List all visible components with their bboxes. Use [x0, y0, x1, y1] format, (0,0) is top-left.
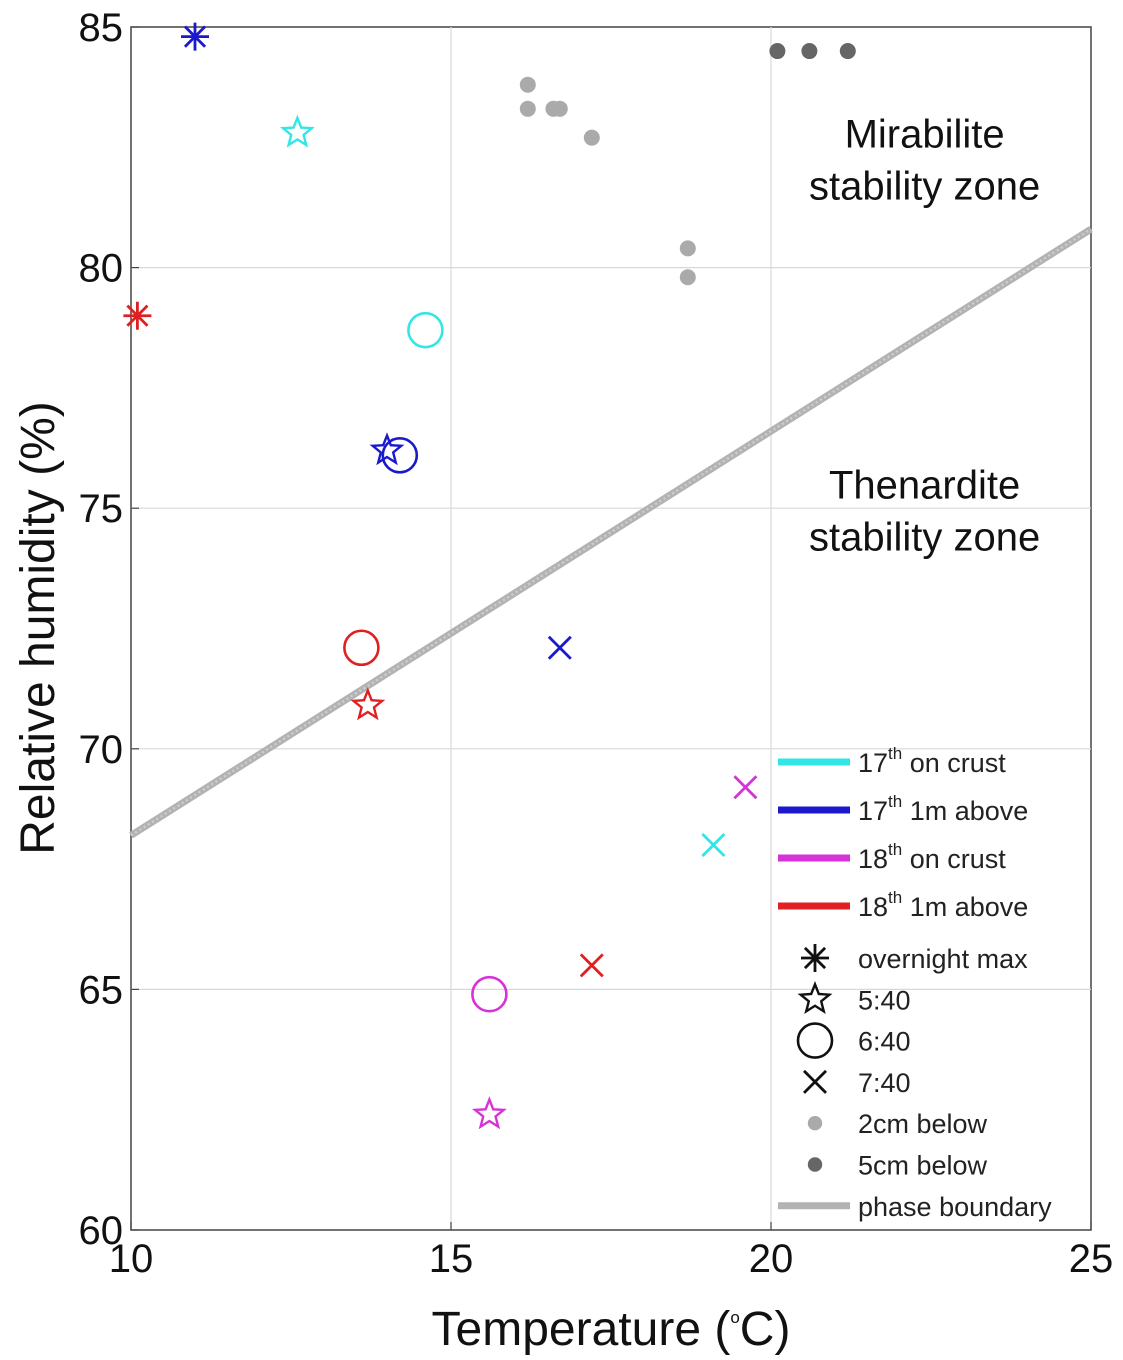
data-point-x [701, 833, 726, 858]
zone-annotation-line: Thenardite [829, 464, 1020, 508]
data-point-asterisk [181, 22, 209, 51]
data-point-circle [471, 975, 508, 1013]
grid-lines [130, 26, 1092, 1231]
data-point-dot [551, 100, 568, 117]
legend-rest: 1m above [902, 796, 1028, 826]
phase-boundary-layer [129, 226, 1093, 839]
legend-day: 18 [858, 892, 888, 922]
zone-annotation-line: Mirabilite [845, 112, 1005, 156]
data-point-star [471, 1096, 507, 1130]
data-point-dot [801, 43, 818, 60]
legend-label: 6:40 [858, 1027, 911, 1057]
legend-rest: on crust [902, 844, 1006, 874]
x-tick-label: 15 [429, 1237, 474, 1281]
legend-day: 17 [858, 748, 888, 778]
data-point-star [279, 114, 315, 148]
zone-annotation-line: stability zone [809, 164, 1040, 208]
legend-rest: on crust [902, 748, 1006, 778]
data-point-x [733, 775, 758, 800]
legend-day: 17 [858, 796, 888, 826]
legend-label: 17th 1m above [858, 792, 1028, 826]
legend-day: 18 [858, 844, 888, 874]
data-point-dot [519, 100, 536, 117]
data-point-circle [407, 311, 444, 349]
legend-label: 17th on crust [858, 744, 1006, 778]
legend-suffix: th [888, 744, 902, 763]
data-point-dot [679, 240, 696, 257]
legend-suffix: th [888, 888, 902, 907]
plot-area [130, 26, 1092, 1231]
y-tick-label: 65 [79, 968, 124, 1012]
zone-annotations: Mirabilite stability zone Thenardite stabil… [809, 112, 1040, 559]
legend-label: 18th 1m above [858, 888, 1028, 922]
data-point-circle [343, 629, 380, 667]
x-tick-label: 10 [109, 1237, 154, 1281]
x-axis-title: Temperature (oC) [432, 1303, 791, 1356]
legend-label: 5:40 [858, 985, 911, 1015]
y-tick-label: 80 [79, 247, 124, 291]
legend-suffix: th [888, 840, 902, 859]
data-marks [123, 22, 856, 1130]
tick-labels: 10 15 20 25 60 65 70 75 80 85 [79, 6, 1114, 1281]
legend-label: 2cm below [858, 1109, 988, 1139]
data-point-x [579, 953, 604, 978]
data-point-circle [381, 436, 419, 474]
phase-boundary-texture [130, 228, 1092, 837]
zone-annotation-line: stability zone [809, 516, 1040, 560]
legend-rest: 1m above [902, 892, 1028, 922]
data-point-dot [839, 43, 856, 60]
legend-marker-dot [807, 1157, 823, 1172]
data-point-dot [769, 43, 786, 60]
data-point-x [547, 635, 572, 660]
legend-label: 7:40 [858, 1068, 911, 1098]
legend-marker-circle [796, 1022, 834, 1059]
zone-annotation: Thenardite stability zone [809, 464, 1040, 560]
legend-marker-asterisk [801, 944, 829, 972]
data-point-dot [519, 76, 536, 93]
legend-marker-star [797, 981, 833, 1015]
data-point-dot [583, 129, 600, 146]
data-point-star [369, 432, 405, 466]
legend-label: 18th on crust [858, 840, 1006, 874]
legend-marker-dot [807, 1116, 823, 1131]
legend-label: phase boundary [858, 1192, 1052, 1222]
x-tick-label: 20 [749, 1237, 794, 1281]
y-tick-label: 60 [79, 1209, 124, 1253]
legend-label: 5cm below [858, 1151, 988, 1181]
legend-marker-x [803, 1069, 827, 1094]
x-tick-label: 25 [1069, 1237, 1114, 1281]
data-point-star [350, 687, 386, 721]
data-point-dot [679, 269, 696, 286]
y-axis-title: Relative humidity (%) [12, 401, 65, 854]
data-point-asterisk [123, 301, 152, 330]
legend-suffix: th [888, 792, 902, 811]
zone-annotation: Mirabilite stability zone [809, 112, 1040, 208]
y-tick-label: 85 [79, 6, 124, 50]
legend-label: overnight max [858, 944, 1028, 974]
y-tick-label: 75 [79, 487, 124, 531]
y-tick-label: 70 [79, 728, 124, 772]
